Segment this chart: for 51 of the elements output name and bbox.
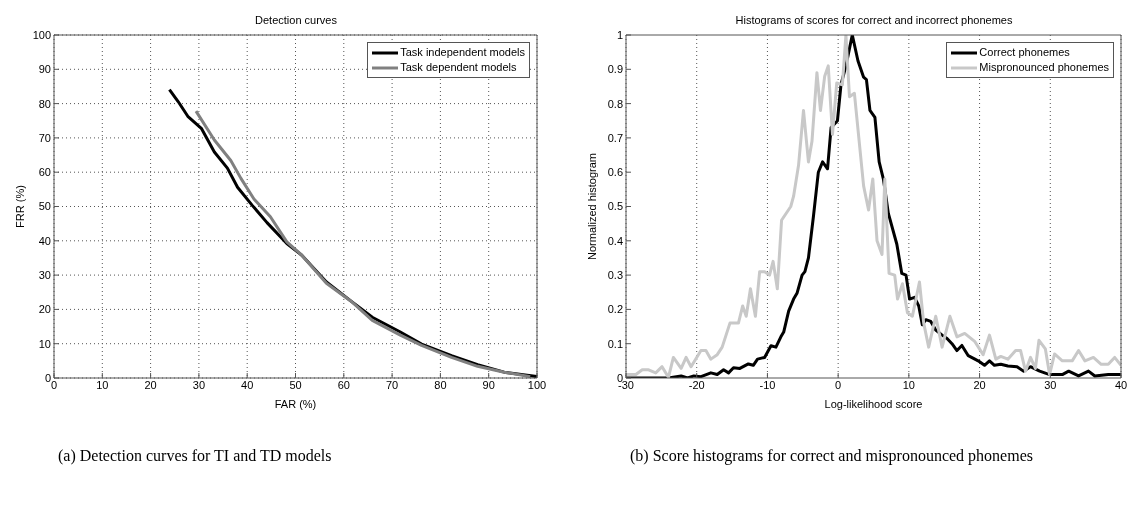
x-tick-label: 20 [144, 378, 157, 391]
y-tick-label: 0.2 [607, 303, 623, 316]
x-tick-label: 10 [902, 378, 915, 391]
y-tick-label: 0.1 [607, 337, 623, 350]
x-tick-label: -20 [688, 378, 705, 391]
x-tick-label: -10 [759, 378, 776, 391]
y-tick-label: 0.5 [607, 200, 623, 213]
x-tick-label: 0 [835, 378, 842, 391]
legend-label: Correct phonemes [979, 45, 1070, 60]
y-tick-label: 60 [38, 166, 51, 179]
y-tick-label: 10 [38, 337, 51, 350]
y-tick-label: 90 [38, 63, 51, 76]
y-tick-label: 100 [32, 28, 51, 41]
y-tick-label: 40 [38, 234, 51, 247]
x-axis-title: FAR (%) [274, 398, 317, 410]
x-tick-label: 70 [385, 378, 399, 391]
line-series [626, 35, 1121, 378]
y-tick-label: 80 [38, 97, 51, 110]
legend-label: Task dependent models [400, 60, 517, 75]
x-tick-label: 90 [482, 378, 495, 391]
y-tick-label: 20 [38, 303, 51, 316]
x-tick-label: 60 [337, 378, 350, 391]
y-tick-label: 0.7 [607, 131, 623, 144]
x-tick-label: 100 [527, 378, 547, 391]
y-tick-label: 0.9 [607, 63, 623, 76]
y-tick-label: 0.6 [607, 166, 623, 179]
y-tick-label: 1 [616, 28, 623, 41]
x-tick-label: 30 [192, 378, 206, 391]
x-tick-label: 10 [96, 378, 109, 391]
x-tick-label: 50 [289, 378, 302, 391]
x-tick-label: 40 [241, 378, 254, 391]
text: (a) Detection curves for TI and TD models [58, 446, 333, 466]
y-tick-label: 0.4 [607, 234, 623, 247]
y-tick-label: 0.3 [607, 269, 623, 282]
y-tick-label: 0.8 [607, 97, 623, 110]
chart-title: Detection curves [255, 14, 338, 26]
x-axis-title: Log-likelihood score [824, 398, 923, 410]
x-tick-label: 20 [973, 378, 986, 391]
x-tick-label: 40 [1114, 378, 1128, 391]
line-series [194, 109, 532, 378]
legend-label: Mispronounced phonemes [979, 60, 1109, 75]
y-tick-label: 30 [38, 269, 51, 282]
y-tick-label: 50 [38, 200, 51, 213]
text: (b) Score histograms for correct and mispronounced phonemes [630, 446, 1034, 466]
y-tick-label: 70 [38, 131, 51, 144]
chart-title: Histograms of scores for correct and incorrect phonemes [735, 14, 1013, 26]
y-axis-title: Normalized histogram [585, 153, 598, 260]
x-tick-label: 80 [434, 378, 447, 391]
x-tick-label: 30 [1044, 378, 1057, 391]
legend-label: Task independent models [400, 45, 525, 60]
y-axis-title: FRR (%) [13, 185, 26, 228]
